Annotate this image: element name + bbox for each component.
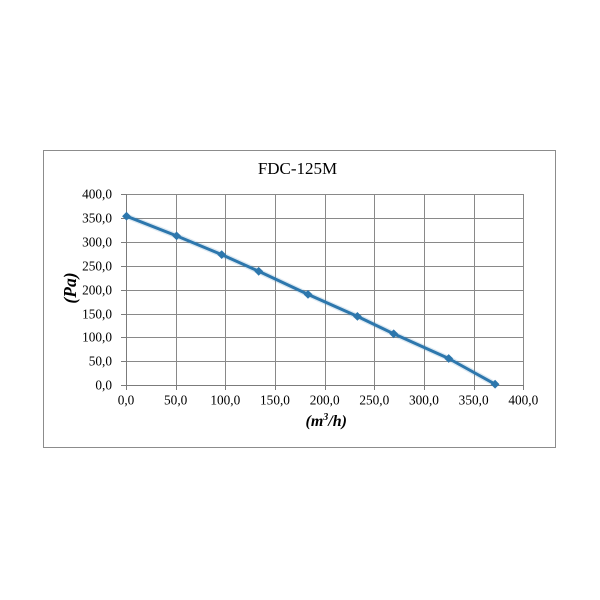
svg-text:400,0: 400,0 [82, 186, 112, 201]
svg-text:150,0: 150,0 [82, 306, 112, 321]
svg-text:300,0: 300,0 [82, 234, 112, 249]
svg-text:200,0: 200,0 [310, 393, 340, 408]
svg-text:400,0: 400,0 [508, 393, 538, 408]
svg-text:(m3/h): (m3/h) [306, 412, 347, 430]
svg-text:100,0: 100,0 [82, 329, 112, 344]
svg-text:50,0: 50,0 [89, 353, 113, 368]
svg-text:FDC-125M: FDC-125M [258, 159, 337, 178]
svg-text:350,0: 350,0 [82, 210, 112, 225]
svg-text:(Pa): (Pa) [60, 272, 80, 303]
svg-text:350,0: 350,0 [459, 393, 489, 408]
svg-text:50,0: 50,0 [164, 393, 188, 408]
svg-text:0,0: 0,0 [118, 393, 135, 408]
svg-text:100,0: 100,0 [210, 393, 240, 408]
svg-text:200,0: 200,0 [82, 282, 112, 297]
svg-text:300,0: 300,0 [409, 393, 439, 408]
svg-text:150,0: 150,0 [260, 393, 290, 408]
svg-text:250,0: 250,0 [82, 258, 112, 273]
svg-text:0,0: 0,0 [95, 377, 112, 392]
svg-text:250,0: 250,0 [359, 393, 389, 408]
